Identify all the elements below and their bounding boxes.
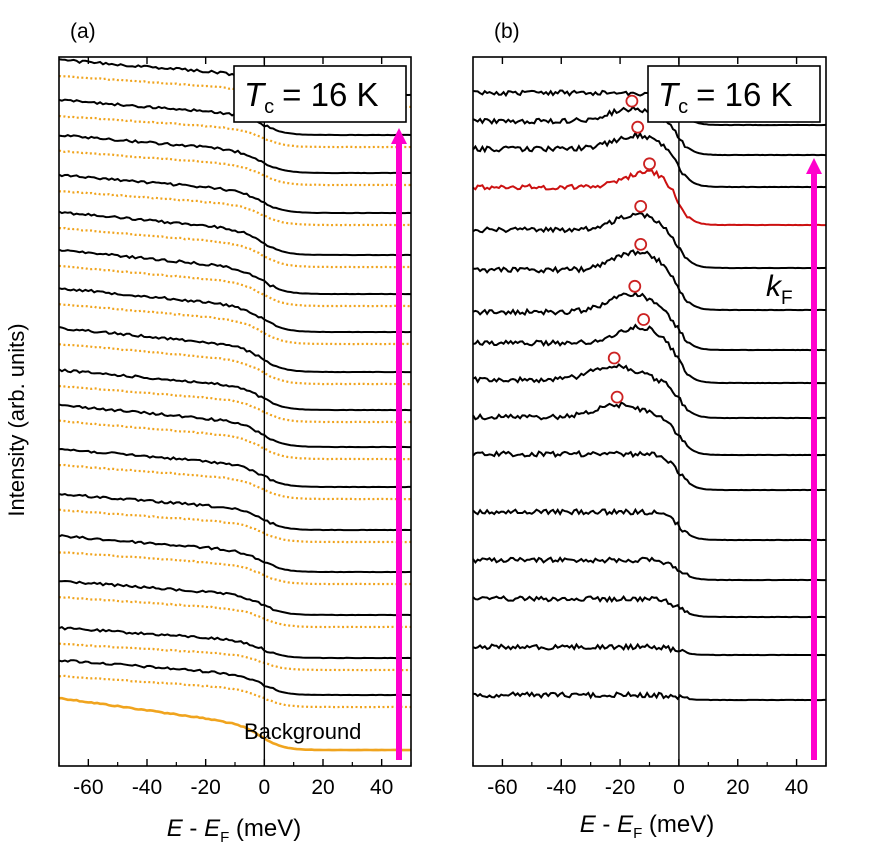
panel-b-frame [472,56,827,767]
edc-curve [58,287,412,334]
edc-curve [58,368,411,412]
edc-curve [472,291,827,352]
reference-curve [58,226,411,269]
x-tick-label: 20 [726,776,749,799]
edc-curve [472,212,827,270]
panel-a-frame [58,56,412,767]
edc-curve [472,401,827,457]
reference-curve [58,508,412,544]
x-tick-label: 20 [311,776,334,799]
peak-marker [634,237,648,251]
panel-b-curves [472,89,827,702]
panel-a-tick-labels: -60 -40 -20 0 20 40 [73,776,393,799]
x-tick-label: 40 [370,776,393,799]
reference-curve [58,419,412,461]
x-tick-label: 0 [258,776,270,799]
peak-marker [607,351,621,365]
x-tick-label: -20 [605,776,635,799]
reference-curve [59,463,411,501]
reference-curve [58,642,412,672]
reference-curve [58,303,412,346]
reference-curve [58,384,411,424]
reference-curve [58,190,412,227]
panel-b-tick-labels: -60 -40 -20 0 20 40 [487,776,808,799]
edc-curve [473,249,826,312]
peak-marker [628,279,642,293]
reference-curve [59,551,411,586]
kf-label: kF [766,270,793,309]
direction-arrow-head [391,128,407,144]
x-tick-label: -40 [132,776,162,799]
reference-curve [58,264,412,308]
background-curve [59,696,412,752]
panel-a-arrow [391,128,407,760]
x-tick-label: -40 [546,776,576,799]
direction-arrow-head [806,158,822,174]
peak-marker [637,313,650,326]
edc-curve [58,534,412,574]
edc-curve [472,449,826,492]
panel-a-curves [58,58,412,752]
edc-curve [58,134,412,175]
y-axis-label: Intensity (arb. units) [4,323,29,516]
edc-curve [58,173,412,215]
reference-curve [58,114,412,149]
panel-a-ticks [58,57,412,766]
panel-a: (a) Intensity (arb. units) -60 -40 -20 0 20 4… [4,20,412,846]
background-label: Background [244,719,361,744]
edc-curve [472,690,826,702]
panel-a-title-box: Tc = 16 K [233,65,407,123]
edc-curve [58,326,411,374]
peak-marker [610,390,624,404]
x-tick-label: -60 [487,776,517,799]
panel-b-x-axis-label: E - EF (meV) [580,811,715,842]
edc-curve [472,556,826,582]
peak-marker [631,120,645,134]
reference-curve [58,149,411,187]
edc-curve [58,625,412,660]
panel-b-title-box: Tc = 16 K [647,65,821,123]
panel-b-peak-markers [607,94,656,404]
edc-curve [472,642,827,657]
x-tick-label: 40 [785,776,808,799]
peak-marker [643,157,656,171]
edc-curve [472,507,827,542]
x-tick-label: -20 [190,776,220,799]
peak-marker [625,94,639,108]
edc-curve [472,363,827,420]
panel-b: (b) -60 -40 -20 0 20 40 Tc = 16 K kF E - EF (m… [472,20,827,842]
reference-curve [58,674,412,709]
x-tick-label: -60 [73,776,103,799]
panel-b-title: Tc = 16 K [658,76,793,118]
panel-a-label: (a) [70,20,96,43]
edc-curve [58,210,412,257]
reference-curve [58,596,412,629]
panel-b-arrow [806,158,822,760]
panel-a-title: Tc = 16 K [244,76,379,118]
edc-curve-kf [472,169,826,227]
edc-curve [58,248,412,296]
edc-curve [58,447,411,489]
reference-curve [58,343,411,386]
edc-curve [58,403,411,449]
edc-curve [472,595,827,619]
edc-curve [472,130,827,189]
edc-curve [58,492,411,532]
edc-curve [58,659,411,697]
edc-curve [59,579,412,617]
peak-marker [634,199,648,213]
x-tick-label: 0 [673,776,685,799]
panel-b-label: (b) [494,20,520,43]
edc-curve [472,323,826,385]
panel-a-x-axis-label: E - EF (meV) [167,815,302,846]
